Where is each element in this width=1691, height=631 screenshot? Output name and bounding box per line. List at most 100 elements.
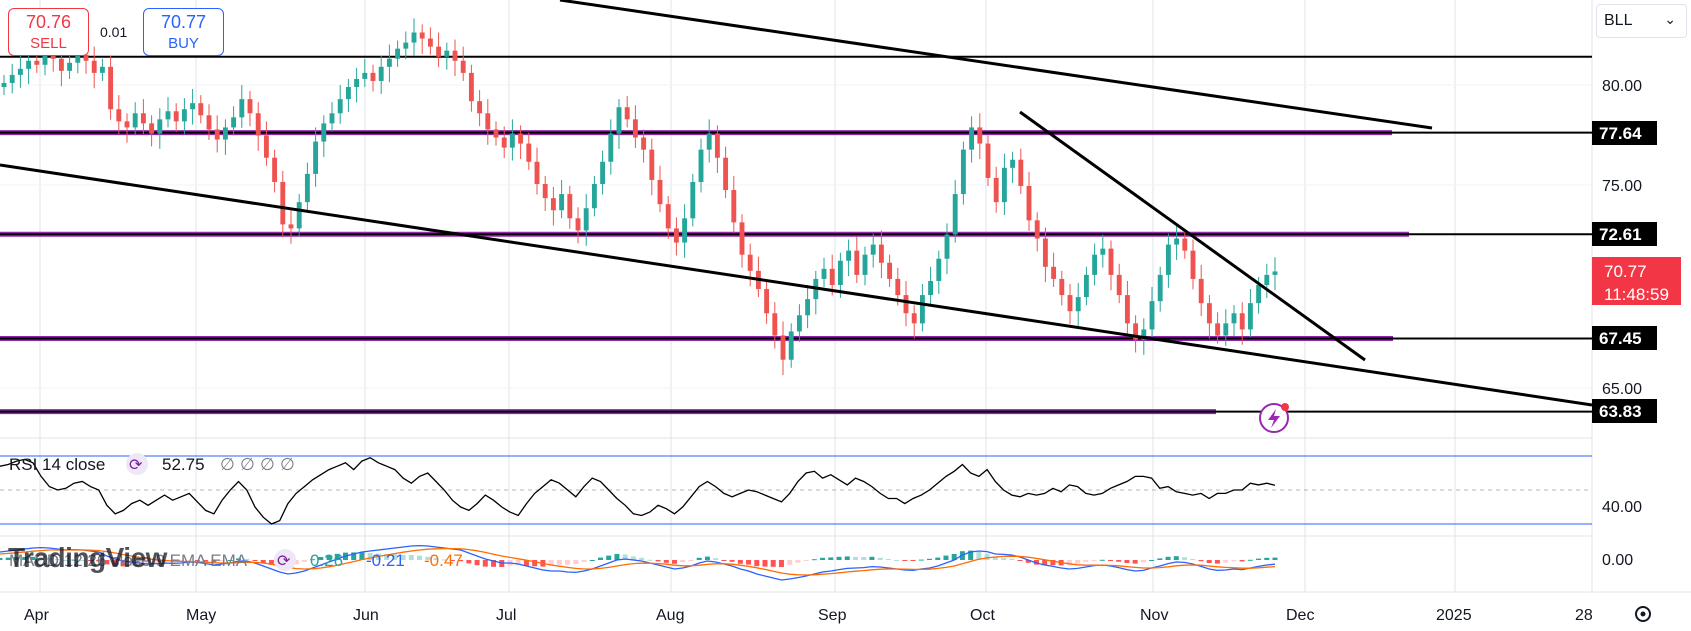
- macd-histogram-bar: [482, 560, 488, 567]
- level-tag-77-64: 77.64: [1592, 121, 1657, 145]
- macd-histogram-bar: [194, 560, 200, 561]
- candle: [222, 127, 228, 140]
- buy-button[interactable]: 70.77 BUY: [143, 8, 224, 56]
- macd-histogram-bar: [729, 560, 735, 562]
- candle: [354, 78, 360, 88]
- macd-histogram-bar: [145, 560, 151, 566]
- candle: [42, 52, 48, 65]
- macd-histogram-bar: [1075, 560, 1081, 564]
- candle: [936, 258, 942, 281]
- macd-histogram-bar: [1206, 560, 1212, 563]
- candle: [1042, 238, 1048, 267]
- level-tag-72-61: 72.61: [1592, 222, 1657, 246]
- candle: [370, 72, 376, 81]
- macd-histogram-bar: [244, 558, 250, 560]
- symbol-select[interactable]: BLL ⌄: [1596, 4, 1687, 38]
- candle: [296, 202, 302, 229]
- macd-histogram-bar: [1009, 558, 1015, 560]
- macd-histogram-bar: [688, 560, 694, 561]
- candle: [83, 54, 89, 61]
- candle: [1149, 301, 1155, 330]
- macd-histogram-bar: [532, 560, 538, 567]
- candle: [378, 66, 384, 81]
- macd-histogram-bar: [458, 560, 464, 562]
- macd-histogram-bar: [1140, 560, 1146, 563]
- macd-histogram-bar: [1001, 558, 1007, 560]
- candle: [1059, 278, 1065, 296]
- candle: [124, 121, 130, 128]
- candle: [17, 68, 23, 75]
- gear-icon[interactable]: [1635, 606, 1651, 622]
- macd-histogram-bar: [425, 556, 431, 560]
- macd-histogram-bar: [1066, 560, 1072, 566]
- macd-histogram-bar: [203, 560, 209, 562]
- macd-histogram-bar: [1165, 556, 1171, 560]
- candle: [788, 331, 794, 360]
- candle: [739, 222, 745, 255]
- lightning-icon: [1268, 409, 1280, 428]
- macd-histogram-bar: [1132, 560, 1138, 564]
- candle: [1239, 313, 1245, 330]
- level-tag-63-83: 63.83: [1592, 399, 1657, 423]
- macd-histogram-bar: [762, 560, 768, 567]
- x-tick-label: Jun: [353, 607, 379, 624]
- macd-histogram-bar: [606, 555, 612, 560]
- macd-histogram-bar: [359, 552, 365, 560]
- candle: [665, 204, 671, 229]
- candle: [567, 194, 573, 219]
- macd-histogram-bar: [622, 554, 628, 560]
- candle: [173, 111, 179, 122]
- candle: [58, 58, 64, 71]
- candle: [690, 181, 696, 219]
- macd-histogram-bar: [474, 560, 480, 566]
- rsi-placeholder: ∅: [240, 455, 255, 474]
- candle: [944, 234, 950, 259]
- macd-histogram-bar: [515, 560, 521, 566]
- candle: [1190, 250, 1196, 279]
- x-tick-label: Oct: [970, 607, 995, 624]
- rsi-settings-icon[interactable]: [126, 453, 148, 475]
- candle: [723, 157, 729, 191]
- macd-histogram-bar: [260, 560, 266, 563]
- candle: [550, 198, 556, 211]
- macd-histogram-bar: [852, 556, 858, 560]
- candle: [181, 109, 187, 122]
- macd-histogram-bar: [1190, 559, 1196, 560]
- macd-settings-icon[interactable]: [274, 549, 296, 571]
- candle: [1010, 159, 1016, 168]
- macd-histogram-bar: [5, 557, 11, 560]
- macd-histogram-bar: [614, 554, 620, 560]
- candle: [600, 161, 606, 184]
- candle: [198, 103, 204, 116]
- macd-histogram-bar: [869, 556, 875, 560]
- candle: [796, 315, 802, 332]
- macd-histogram-bar: [770, 560, 776, 567]
- candle: [575, 218, 581, 231]
- sell-button[interactable]: 70.76 SELL: [8, 8, 89, 56]
- candle: [247, 99, 253, 114]
- candle: [165, 111, 171, 120]
- macd-histogram-bar: [71, 559, 77, 561]
- candle: [280, 181, 286, 225]
- candle: [362, 72, 368, 79]
- event-marker[interactable]: [1259, 403, 1289, 433]
- macd-histogram-bar: [918, 559, 924, 561]
- candle: [1083, 274, 1089, 298]
- candle: [928, 280, 934, 296]
- candle: [591, 183, 597, 209]
- macd-legend: MACD 12 26 close 9 EMA EMA ⟳ 0.26 -0.21 …: [9, 549, 463, 571]
- candle: [190, 103, 196, 110]
- macd-histogram-bar: [293, 560, 299, 565]
- macd-histogram-bar: [63, 560, 69, 561]
- macd-histogram-bar: [318, 557, 324, 560]
- y-tick-label: 75.00: [1602, 178, 1642, 195]
- sell-price: 70.76: [25, 12, 72, 32]
- quantity-field[interactable]: 0.01: [100, 24, 128, 40]
- macd-histogram-bar: [803, 560, 809, 561]
- macd-histogram-bar: [565, 560, 571, 565]
- macd-histogram-bar: [112, 560, 118, 566]
- candle: [444, 50, 450, 57]
- candle: [616, 107, 622, 134]
- macd-histogram-bar: [811, 559, 817, 561]
